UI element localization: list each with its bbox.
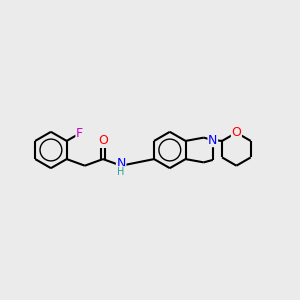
Text: N: N bbox=[208, 134, 218, 147]
Text: N: N bbox=[116, 157, 126, 169]
Text: O: O bbox=[232, 126, 241, 139]
Text: H: H bbox=[118, 167, 125, 177]
Text: F: F bbox=[76, 127, 83, 140]
Text: O: O bbox=[98, 134, 108, 147]
